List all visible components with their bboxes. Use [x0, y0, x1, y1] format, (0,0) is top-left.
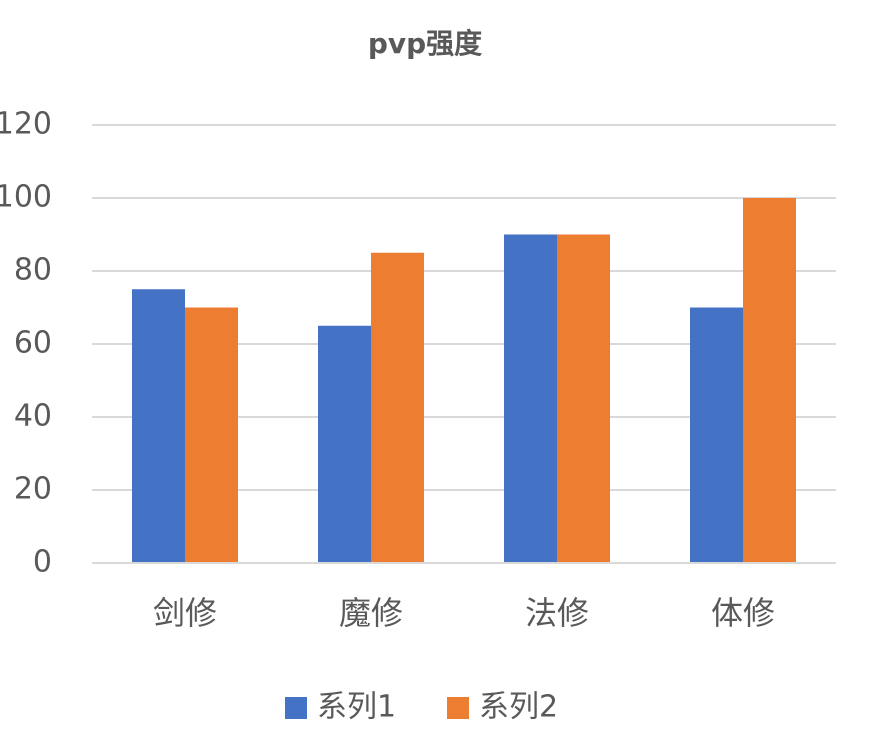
- x-tick-label: 法修: [525, 594, 589, 632]
- bar: [185, 307, 238, 563]
- bar: [557, 234, 610, 563]
- y-tick-label: 40: [14, 399, 52, 434]
- bar: [132, 289, 185, 563]
- bar: [504, 234, 557, 563]
- x-tick-label: 体修: [711, 594, 775, 632]
- bar: [318, 325, 371, 563]
- bar: [743, 198, 796, 563]
- y-tick-label: 0: [33, 545, 52, 580]
- y-tick-label: 100: [0, 180, 52, 215]
- legend-label: 系列1: [317, 690, 396, 725]
- x-tick-label: 魔修: [339, 594, 403, 632]
- y-tick-label: 60: [14, 326, 52, 361]
- bar: [371, 252, 424, 563]
- y-tick-label: 120: [0, 107, 52, 142]
- bar: [690, 307, 743, 563]
- legend-swatch: [447, 697, 469, 719]
- y-tick-label: 80: [14, 253, 52, 288]
- y-tick-label: 20: [14, 472, 52, 507]
- legend-swatch: [285, 697, 307, 719]
- chart-title: pvp强度: [368, 27, 482, 60]
- legend-label: 系列2: [479, 690, 558, 725]
- x-tick-label: 剑修: [153, 594, 217, 632]
